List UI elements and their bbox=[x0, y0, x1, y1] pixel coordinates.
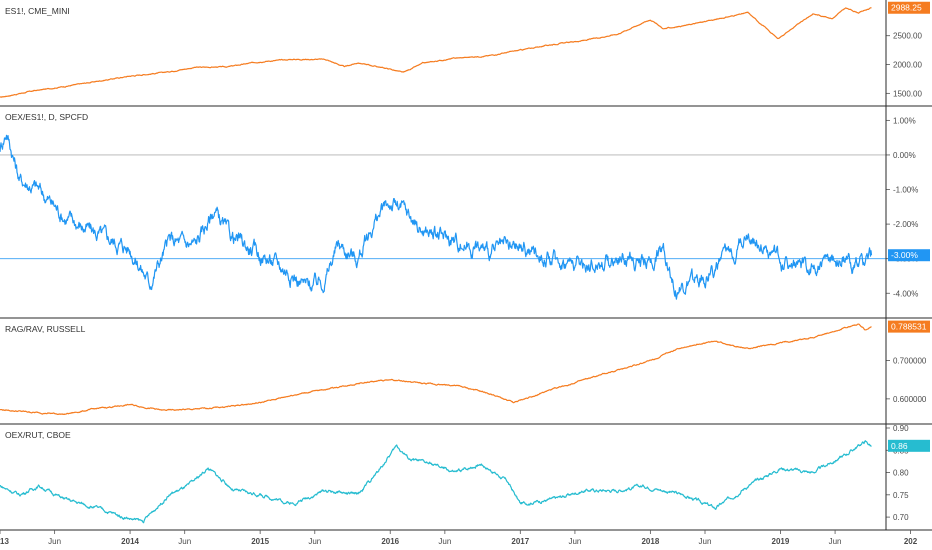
y-tick-label: 0.600000 bbox=[893, 395, 927, 404]
y-tick-label: 1.00% bbox=[893, 116, 916, 125]
y-tick-label: 0.90 bbox=[893, 424, 909, 433]
y-tick-label: -1.00% bbox=[893, 186, 918, 195]
x-tick-label: Jun bbox=[829, 537, 842, 546]
last-value-label: -3.00% bbox=[891, 250, 918, 260]
y-tick-label: 0.00% bbox=[893, 151, 916, 160]
y-tick-label: -2.00% bbox=[893, 220, 918, 229]
last-value-tag bbox=[888, 249, 930, 262]
last-value-tag bbox=[888, 320, 930, 333]
y-tick-label: 0.80 bbox=[893, 469, 909, 478]
x-tick-label: Jun bbox=[48, 537, 61, 546]
last-value-tag bbox=[888, 1, 930, 14]
x-tick-label: 2019 bbox=[772, 537, 790, 546]
x-tick-label: 2015 bbox=[251, 537, 269, 546]
series-line-4[interactable] bbox=[0, 440, 872, 524]
x-tick-label: Jun bbox=[178, 537, 191, 546]
pane-title-1: ES1!, CME_MINI bbox=[5, 6, 70, 16]
x-tick-label: Jun bbox=[699, 537, 712, 546]
pane-title-2: OEX/ES1!, D, SPCFD bbox=[5, 112, 88, 122]
x-tick-label: 2016 bbox=[381, 537, 399, 546]
x-tick-label: Jun bbox=[308, 537, 321, 546]
x-tick-label: 2017 bbox=[511, 537, 529, 546]
last-value-label: 0.86 bbox=[891, 441, 908, 451]
y-tick-label: 2500.00 bbox=[893, 32, 922, 41]
y-tick-label: 2000.00 bbox=[893, 61, 922, 70]
series-line-2[interactable] bbox=[0, 134, 873, 300]
y-tick-label: 0.70 bbox=[893, 513, 909, 522]
last-value-label: 2988.25 bbox=[891, 3, 922, 13]
y-tick-label: 0.75 bbox=[893, 491, 909, 500]
x-tick-label: Jun bbox=[568, 537, 581, 546]
x-tick-label: 2018 bbox=[641, 537, 659, 546]
series-line-3[interactable] bbox=[0, 323, 872, 415]
pane-title-3: RAG/RAV, RUSSELL bbox=[5, 324, 86, 334]
series-line-1[interactable] bbox=[0, 7, 872, 98]
last-value-label: 0.788531 bbox=[891, 322, 927, 332]
y-tick-label: 0.700000 bbox=[893, 356, 927, 365]
x-tick-label: Jun bbox=[438, 537, 451, 546]
y-tick-label: 1500.00 bbox=[893, 89, 922, 98]
y-tick-label: -4.00% bbox=[893, 289, 918, 298]
x-tick-label: 2013 bbox=[0, 537, 9, 546]
x-tick-label: 202 bbox=[904, 537, 918, 546]
x-tick-label: 2014 bbox=[121, 537, 139, 546]
pane-title-4: OEX/RUT, CBOE bbox=[5, 430, 71, 440]
last-value-tag bbox=[888, 439, 930, 452]
